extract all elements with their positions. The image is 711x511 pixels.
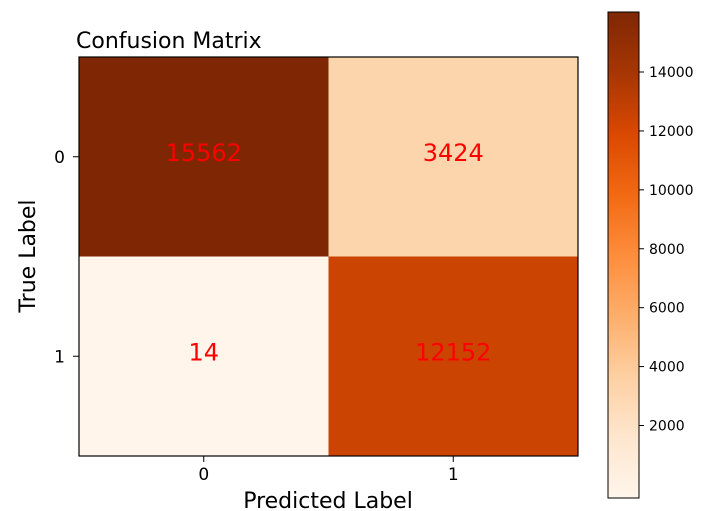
colorbar-tick-label: 2000	[649, 418, 685, 434]
colorbar-tick-label: 14000	[649, 65, 694, 81]
cell-value-1-1: 12152	[415, 338, 491, 366]
cell-value-0-1: 3424	[423, 139, 484, 167]
plot-frame	[78, 56, 579, 457]
x-axis-label: Predicted Label	[243, 489, 413, 511]
colorbar-tick-label: 4000	[649, 360, 685, 376]
colorbar	[607, 11, 640, 499]
cell-0-0	[79, 57, 329, 257]
cell-0-1	[328, 57, 578, 257]
x-tick-label: 1	[448, 465, 459, 485]
y-tick-label: 0	[54, 148, 65, 168]
cell-1-1	[328, 256, 578, 456]
colorbar-tick-label: 8000	[649, 242, 685, 258]
colorbar-tick-label: 12000	[649, 124, 694, 140]
cell-1-0	[79, 256, 329, 456]
colorbar-tick-label: 10000	[649, 183, 694, 199]
cell-value-0-0: 15562	[166, 139, 242, 167]
y-axis-ticks: 01	[54, 148, 79, 367]
y-tick-label: 1	[54, 347, 65, 367]
cell-value-1-0: 14	[188, 338, 219, 366]
x-tick-label: 0	[198, 465, 209, 485]
matrix-cells: 15562 3424 14 12152	[79, 57, 578, 456]
colorbar-ticks: 2000 4000 6000 8000 10000 12000 14000	[639, 65, 694, 434]
chart-title: Confusion Matrix	[76, 29, 262, 54]
colorbar-tick-label: 6000	[649, 301, 685, 317]
y-axis-label: True Label	[16, 199, 41, 313]
